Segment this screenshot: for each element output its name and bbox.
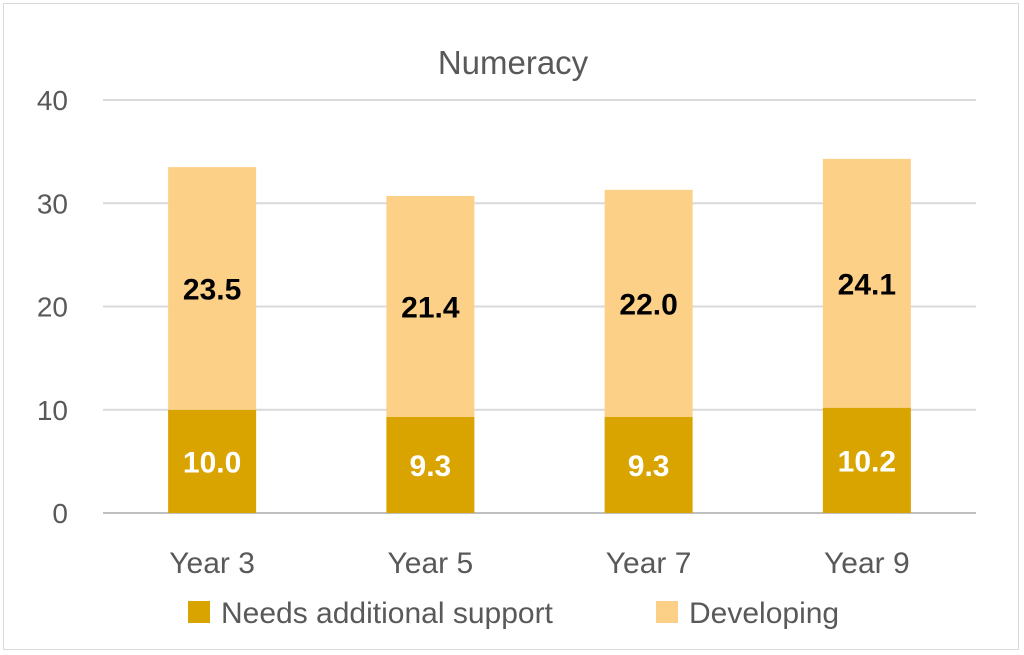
bar-segment <box>822 407 911 513</box>
legend-label: Needs additional support <box>221 597 554 630</box>
bar-segment <box>386 196 475 417</box>
bar-segment <box>604 416 693 513</box>
legend: Needs additional support Developing <box>188 597 839 630</box>
y-tick-label: 0 <box>52 498 68 529</box>
x-category-label: Year 3 <box>169 547 255 580</box>
data-labels: 10.0 23.5 9.3 21.4 9.3 22.0 10.2 24.1 <box>183 268 896 483</box>
bar-segment <box>386 416 475 513</box>
x-category-label: Year 5 <box>388 547 474 580</box>
bars <box>168 158 911 513</box>
data-label: 21.4 <box>401 292 460 325</box>
y-tick-label: 30 <box>37 188 68 219</box>
data-label: 10.2 <box>838 445 896 478</box>
data-label: 9.3 <box>410 450 452 483</box>
chart-title: Numeracy <box>438 44 589 81</box>
y-tick-label: 40 <box>37 85 68 116</box>
data-label: 23.5 <box>183 273 241 306</box>
y-tick-label: 10 <box>37 395 68 426</box>
bar-segment <box>168 167 257 410</box>
legend-swatch <box>656 601 678 623</box>
bar-segment <box>822 158 911 408</box>
x-axis-categories: Year 3 Year 5 Year 7 Year 9 <box>169 547 909 580</box>
data-label: 10.0 <box>183 446 241 479</box>
data-label: 24.1 <box>838 268 896 301</box>
bar-segment <box>604 189 693 417</box>
x-category-label: Year 7 <box>606 547 692 580</box>
legend-label: Developing <box>689 597 839 630</box>
x-category-label: Year 9 <box>824 547 910 580</box>
data-label: 9.3 <box>628 450 670 483</box>
y-axis-ticks: 0 10 20 30 40 <box>37 85 68 529</box>
data-label: 22.0 <box>619 288 677 321</box>
bar-segment <box>168 409 257 513</box>
y-tick-label: 20 <box>37 292 68 323</box>
legend-swatch <box>188 601 210 623</box>
